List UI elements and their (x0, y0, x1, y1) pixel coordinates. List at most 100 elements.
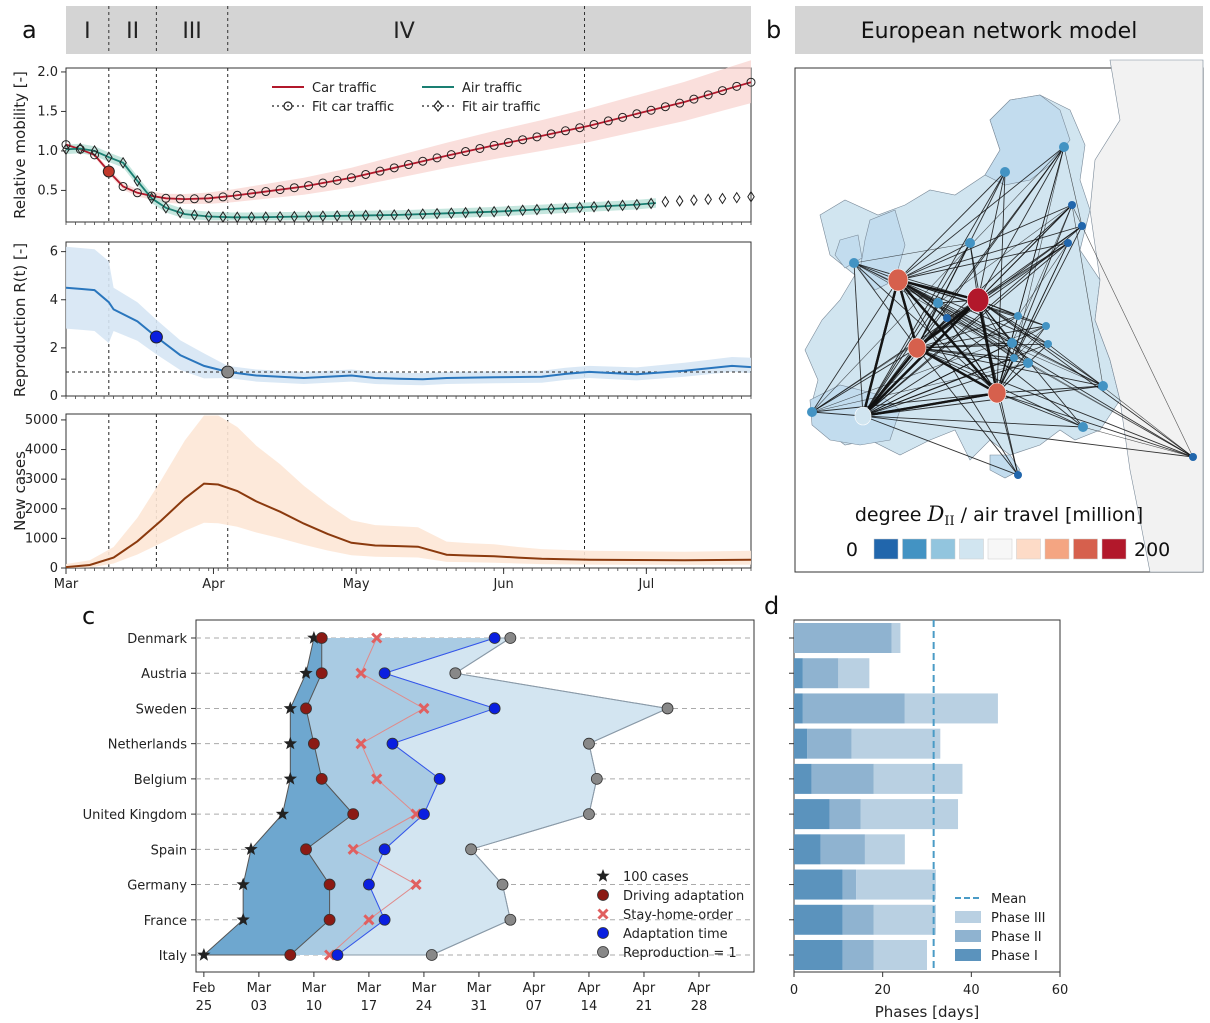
map-title: European network model (861, 19, 1138, 44)
network-edge (897, 279, 1029, 364)
country-label: Sweden (136, 702, 187, 717)
network-edge (1071, 204, 1104, 387)
fit-car-marker (646, 105, 656, 115)
marker-reproduction-one (590, 772, 603, 785)
country-label: France (144, 914, 187, 929)
fit-air-marker (90, 144, 99, 157)
fit-air-marker (518, 204, 527, 217)
marker-adaptation-time (363, 878, 375, 891)
x-tick-label: May (343, 577, 370, 592)
y-tick-label: 0 (50, 561, 58, 576)
map-edges (811, 146, 1194, 476)
fit-air-marker (319, 210, 327, 223)
x-tick-day: 28 (691, 999, 708, 1014)
marker-adaptation-time (433, 772, 446, 785)
marker-stay-home (371, 773, 383, 785)
legend-fit-car-traffic: Fit car traffic (312, 100, 394, 115)
network-edge (811, 362, 1029, 413)
fit-air-marker (361, 209, 370, 222)
fit-air-marker (376, 209, 384, 222)
bar-phase-3 (838, 658, 870, 689)
phase-labels: I II III IV (84, 6, 586, 54)
fit-air-marker (276, 210, 284, 223)
bar-phase-1 (794, 834, 821, 865)
marker-100-cases (244, 842, 258, 855)
phase-durations-plot: 0 20 40 60 Phases [days] Mean Phase III Phase I… (789, 619, 1068, 1021)
marker-adaptation-time (378, 667, 391, 680)
driving-adaptation-point (102, 165, 115, 178)
network-edge (916, 346, 998, 395)
network-edge (811, 392, 998, 413)
country-label: Spain (151, 843, 187, 858)
y-tick-label: 3000 (25, 472, 58, 487)
fit-car-marker (432, 153, 442, 163)
bar-phase-3 (904, 693, 998, 724)
x-tick-label: Jun (492, 577, 513, 592)
legend-label: Adaptation time (623, 927, 728, 942)
marker-driving-adaptation (300, 702, 312, 715)
marker-100-cases (236, 912, 250, 926)
network-node (807, 407, 817, 417)
reproduction-plot: 0 2 4 6 Reproduction R(t) [-] (11, 241, 752, 404)
fit-air-marker (690, 194, 698, 207)
x-tick-label: 40 (963, 983, 980, 998)
fit-air-marker (590, 200, 598, 213)
fit-air-marker (533, 203, 541, 216)
reproduction-ylabel: Reproduction R(t) [-] (11, 243, 29, 397)
country-timeline-plot: Denmark Austria Sweden Netherlands Belgium Un… (83, 619, 755, 1014)
bar-phase-1 (794, 763, 812, 794)
legend-label: Phase I (991, 949, 1038, 964)
phase-frame (793, 619, 1061, 973)
x-tick-day: 21 (636, 999, 653, 1014)
fit-air-marker (461, 206, 470, 219)
fit-air-marker (675, 195, 684, 207)
bar-phase-3 (891, 623, 901, 653)
network-edge (897, 225, 1083, 281)
fit-air-marker (418, 208, 427, 221)
x-tick-day: 17 (361, 999, 378, 1014)
marker-100-cases (197, 948, 211, 961)
network-edge (937, 204, 1073, 304)
network-edge (861, 279, 900, 417)
fit-air-marker (190, 209, 199, 221)
marker-100-cases (283, 736, 297, 750)
fit-car-marker (518, 135, 528, 145)
x-tick-month: Mar (412, 981, 437, 996)
map-nodes (807, 142, 1197, 479)
timeline-frame (195, 619, 755, 973)
x-tick-month: Apr (688, 981, 711, 996)
x-tick-day: 14 (581, 999, 598, 1014)
bar-phase-3 (864, 834, 905, 865)
fit-car-marker (361, 169, 371, 179)
marker-adaptation-time (386, 737, 399, 750)
x-tick-day: 31 (471, 999, 488, 1014)
x-tick-day: 25 (196, 999, 213, 1014)
network-node (965, 238, 975, 248)
reproduction-one-point (221, 365, 235, 379)
network-node (1064, 239, 1072, 247)
fit-air-marker (105, 151, 113, 164)
fit-air-marker (561, 202, 570, 215)
network-edge (977, 299, 1104, 387)
network-edge (853, 262, 979, 301)
network-node (1000, 167, 1010, 177)
network-node (1098, 381, 1108, 391)
reproduction-band (66, 246, 751, 386)
network-edge (916, 315, 1019, 349)
network-edge (897, 278, 979, 302)
legend-phase-swatch (955, 949, 981, 961)
network-node (1078, 422, 1088, 432)
car-traffic-line (65, 81, 752, 201)
phase-header (66, 6, 751, 54)
legend-label: Mean (991, 892, 1026, 907)
network-edge (811, 242, 1069, 413)
network-node (987, 382, 1007, 404)
legend-fit-air-traffic: Fit air traffic (462, 100, 541, 115)
network-edge (996, 225, 1083, 394)
network-edge (862, 415, 1194, 458)
x-tick-label: 20 (874, 983, 891, 998)
network-node (933, 298, 943, 308)
fit-air-marker (147, 192, 156, 205)
fit-air-marker (233, 211, 242, 224)
network-edge (916, 347, 1015, 359)
